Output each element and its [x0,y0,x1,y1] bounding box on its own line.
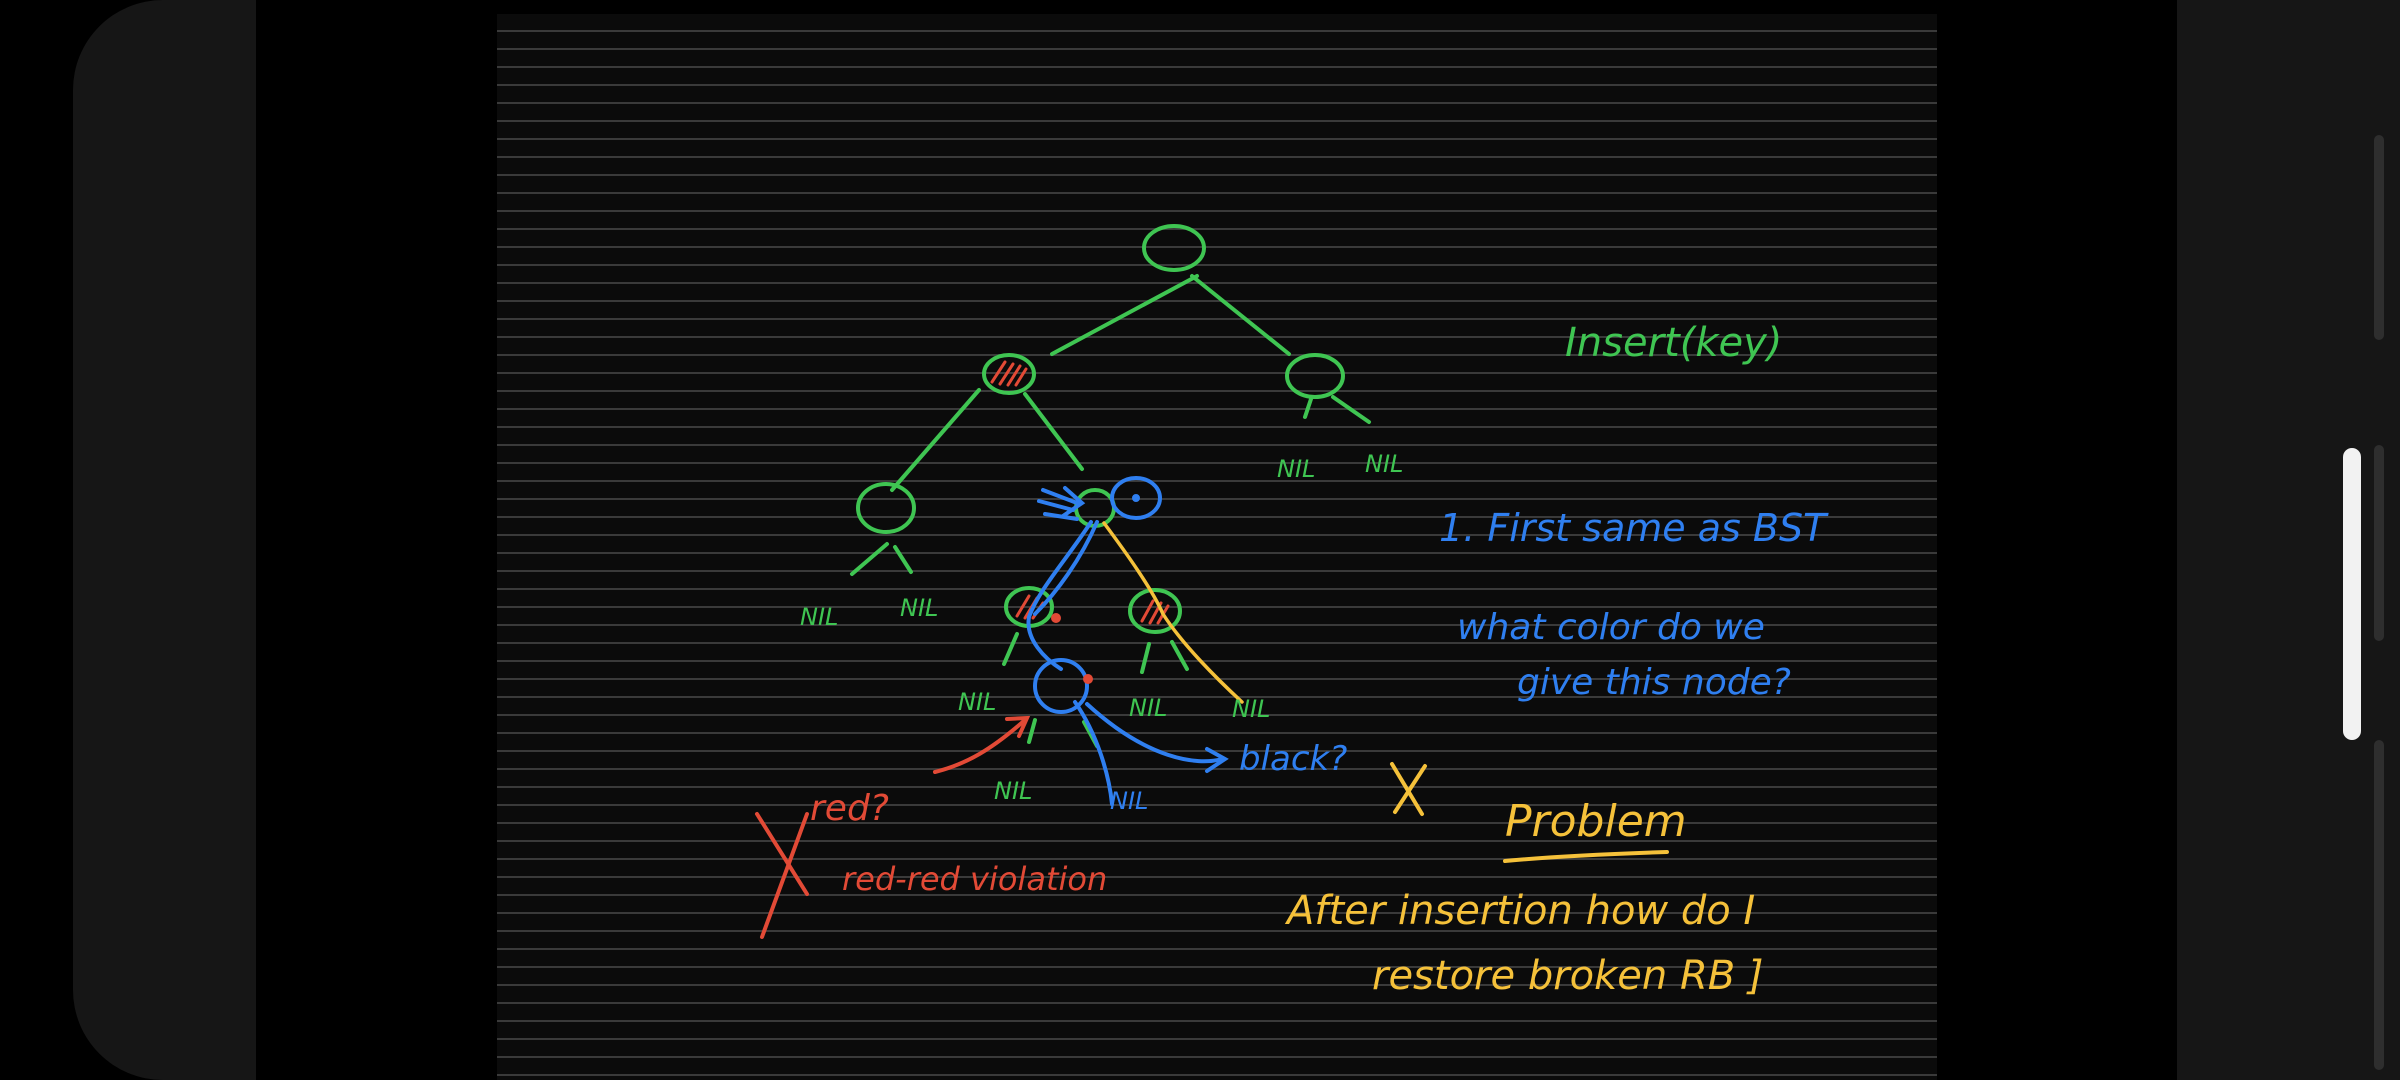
nil-label: NIL [800,603,838,631]
letterbox-left [256,0,496,1080]
tree-nodes [856,224,1345,634]
node-root [1142,224,1206,272]
node-left-right [1074,488,1116,528]
video-canvas[interactable]: NIL NIL NIL NIL NIL NIL NIL NIL NIL Inse… [497,14,1937,1080]
nil-label: NIL [1365,450,1403,478]
scroll-track-bottom [2374,740,2384,1070]
handwritten-notes: Insert(key) 1. First same as BST what co… [810,320,1829,999]
letterbox-right [1937,0,2177,1080]
node-right [1285,353,1345,399]
blue-new-node [1033,658,1089,714]
scrollbar-thumb[interactable] [2343,448,2361,740]
node-red-b [1128,588,1182,634]
node-red-left [982,353,1036,395]
nil-label: NIL [1277,455,1315,483]
nil-label: NIL [1110,787,1148,815]
nil-label: NIL [1129,694,1167,722]
after-line-2: restore broken RB ] [1372,953,1764,999]
yellow-insert-path [1102,521,1244,704]
red-red-violation: red-red violation [842,860,1107,898]
problem-heading: Problem [1505,796,1687,847]
question-line-1: what color do we [1457,607,1765,648]
red-fill-hatching [990,360,1170,625]
blue-target-node [1110,476,1162,520]
nil-label: NIL [1232,695,1270,723]
red-annotations [755,613,1093,939]
insert-title: Insert(key) [1565,320,1782,366]
red-question: red? [810,788,889,829]
after-line-1: After insertion how do I [1284,888,1755,934]
yellow-annotations [1390,762,1669,863]
scroll-track-middle [2374,445,2384,641]
tree-edges [850,274,1371,748]
node-left-left [856,482,916,534]
scroll-track-top [2374,135,2384,340]
step-1: 1. First same as BST [1439,506,1829,550]
question-line-2: give this node? [1517,662,1791,703]
nil-label: NIL [900,594,938,622]
nil-label: NIL [958,688,996,716]
blue-annotations [1026,476,1229,806]
nil-label: NIL [994,777,1032,805]
whiteboard-drawing: NIL NIL NIL NIL NIL NIL NIL NIL NIL Inse… [755,224,1829,999]
black-question: black? [1239,739,1347,779]
side-panel [2177,0,2400,1080]
nil-labels: NIL NIL NIL NIL NIL NIL NIL NIL [800,450,1403,805]
